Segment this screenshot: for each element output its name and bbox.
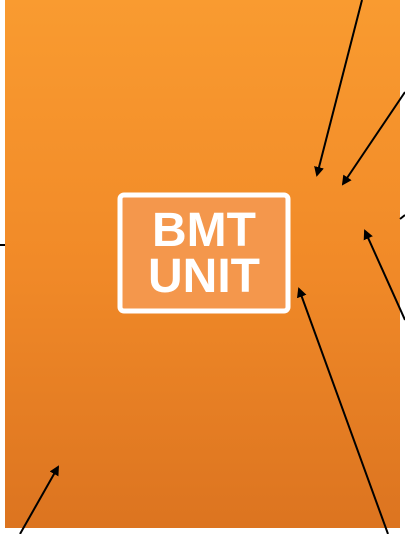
arrow xyxy=(297,287,389,534)
arrow xyxy=(363,229,405,321)
label-box xyxy=(117,192,291,314)
arrow xyxy=(314,0,363,177)
arrow-stub xyxy=(399,214,405,220)
label-line: UNIT xyxy=(148,250,260,303)
arrow xyxy=(19,465,59,534)
label-line: BMT xyxy=(152,204,256,257)
arrow xyxy=(341,91,405,186)
